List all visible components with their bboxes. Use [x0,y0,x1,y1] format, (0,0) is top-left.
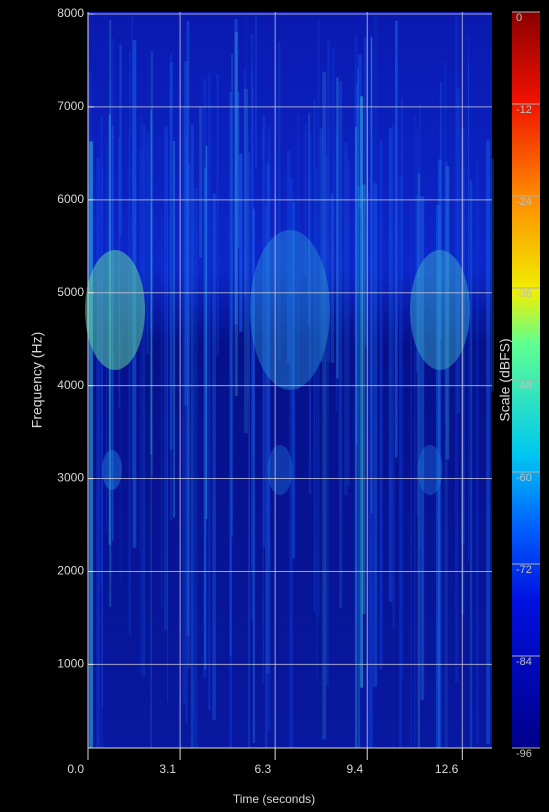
colorbar-tick-label: -60 [516,472,532,484]
texture-streak [244,89,248,433]
y-tick-label: 3000 [57,471,84,485]
texture-streak [173,141,174,518]
x-tick-label: 6.3 [254,762,271,776]
colorbar-tick-label: -36 [516,288,532,300]
colorbar-tick-label: -72 [516,564,532,576]
texture-streak [255,15,257,168]
texture-streak [322,72,326,739]
texture-streak [216,74,218,356]
colorbar-tick-label: -12 [516,104,532,116]
texture-streak [336,77,338,378]
texture-blob [250,230,330,390]
texture-streak [470,180,472,748]
colorbar-tick-label: -96 [516,748,532,760]
texture-streak [486,140,490,744]
x-tick-label: 3.1 [159,762,176,776]
colorbar-tick-label: -24 [516,196,532,208]
x-axis-label: Time (seconds) [233,792,315,806]
x-tick-label: 0.0 [67,762,84,776]
texture-streak [248,153,249,748]
texture-streak [146,133,148,355]
texture-streak [239,154,242,332]
texture-streak [414,117,415,747]
texture-streak [96,158,100,748]
y-tick-label: 7000 [57,99,84,113]
texture-streak [132,16,133,481]
texture-streak [161,211,162,609]
texture-streak [468,63,469,299]
texture-blob [268,445,293,495]
texture-blob [418,445,443,495]
texture-streak [266,164,269,674]
texture-streak [355,127,356,748]
texture-streak [208,73,210,710]
texture-streak [212,194,216,720]
texture-streak [186,136,188,723]
texture-blob [102,450,122,490]
y-tick-label: 8000 [57,6,84,20]
texture-streak [395,21,398,458]
texture-streak [445,162,448,748]
chart: Time (seconds) Frequency (Hz) Scale (dBF… [0,0,549,812]
texture-streak [199,107,202,258]
texture-streak [204,168,206,669]
colorbar-tick-label: -84 [516,656,532,668]
texture-streak [476,161,479,743]
texture-streak [380,141,383,670]
texture-streak [128,129,129,631]
y-tick-label: 4000 [57,378,84,392]
texture-streak [411,197,412,748]
x-tick-label: 9.4 [347,762,364,776]
colorbar-tick-label: 0 [516,12,522,24]
texture-streak [402,176,404,681]
texture-streak [338,86,339,482]
x-tick-label: 12.6 [435,762,459,776]
texture-streak [357,186,360,748]
texture-blob [85,250,145,370]
texture-streak [151,51,153,477]
texture-streak [101,116,102,748]
texture-streak [373,183,377,686]
texture-streak [491,158,494,391]
y-tick-label: 2000 [57,564,84,578]
texture-streak [139,149,143,675]
colorbar-label: Scale (dBFS) [497,338,513,421]
y-tick-label: 6000 [57,192,84,206]
texture-streak [191,124,194,748]
texture-streak [167,130,168,702]
y-tick-label: 1000 [57,657,84,671]
texture-blob [410,250,470,370]
texture-streak [374,16,377,226]
texture-streak [230,97,233,748]
y-tick-label: 5000 [57,285,84,299]
texture-streak [360,96,363,687]
texture-streak [237,92,239,248]
texture-streak [393,179,394,748]
texture-streak [347,159,350,486]
texture-streak [332,48,335,232]
colorbar-tick-label: -48 [516,380,532,392]
texture-streak [389,128,393,602]
texture-streak [316,168,317,682]
y-axis-label: Frequency (Hz) [29,332,45,428]
texture-streak [399,175,402,748]
texture-streak [170,54,172,520]
